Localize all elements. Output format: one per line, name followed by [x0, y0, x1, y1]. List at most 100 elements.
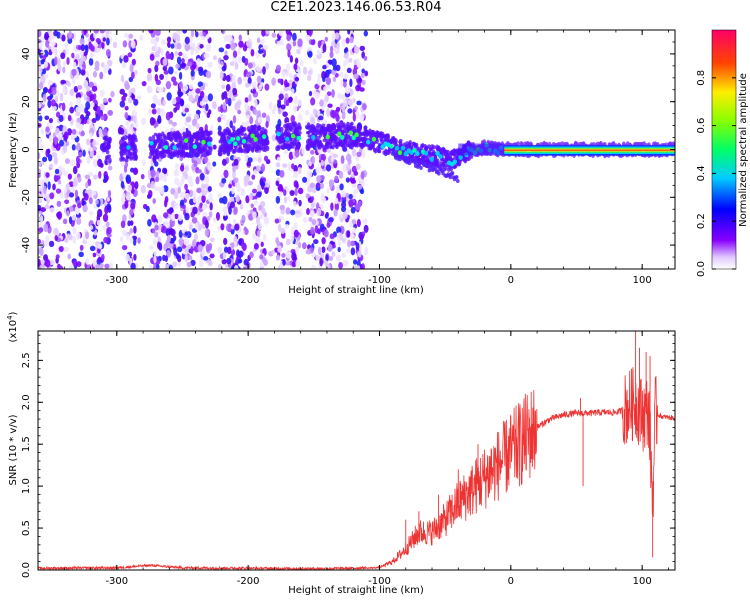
noise-cell: [244, 97, 249, 104]
noise-cell: [184, 165, 189, 172]
noise-cell: [38, 42, 44, 48]
trace-cell: [414, 160, 419, 165]
noise-cell: [89, 132, 93, 138]
noise-cell: [185, 206, 189, 214]
noise-cell: [134, 69, 138, 75]
noise-cell: [39, 247, 44, 256]
noise-cell: [254, 99, 258, 108]
noise-cell: [224, 50, 228, 56]
noise-cell: [150, 180, 155, 189]
noise-cell: [38, 239, 42, 245]
noise-cell: [54, 56, 58, 66]
spectrogram-x-tick-label: 0: [508, 275, 514, 286]
noise-cell: [95, 199, 99, 205]
snr-y-axis-label: SNR (10 * v/v): [8, 414, 19, 485]
noise-cell: [199, 43, 204, 49]
noise-cell: [245, 195, 250, 204]
noise-cell: [257, 158, 262, 163]
noise-cell: [283, 196, 288, 204]
trace-cell: [603, 142, 607, 146]
chart-title: C2E1.2023.146.06.53.R04: [270, 0, 442, 15]
trace-cell: [346, 121, 350, 127]
noise-cell: [95, 140, 100, 146]
noise-cell: [42, 54, 47, 61]
noise-cell: [58, 114, 64, 123]
trace-cell: [338, 125, 342, 129]
noise-cell: [206, 112, 211, 119]
noise-cell: [179, 199, 185, 206]
noise-cell: [129, 227, 134, 234]
noise-cell: [80, 57, 84, 66]
trace-cell: [261, 126, 265, 131]
noise-cell: [197, 223, 202, 232]
noise-cell: [291, 261, 297, 268]
noise-cell: [48, 134, 53, 143]
noise-cell: [315, 166, 321, 175]
trace-cell: [129, 156, 134, 161]
noise-cell: [53, 156, 59, 165]
noise-cell: [203, 52, 210, 59]
noise-cell: [230, 224, 235, 230]
snr-y-tick-label: 1.5: [21, 436, 32, 452]
noise-cell: [76, 217, 82, 225]
trace-cell: [134, 138, 138, 143]
noise-cell: [79, 244, 84, 251]
noise-cell: [252, 156, 258, 162]
noise-cell: [237, 47, 241, 56]
noise-cell: [307, 170, 313, 179]
colorbar-tick-label: 0.2: [696, 213, 707, 229]
noise-cell: [195, 122, 200, 129]
noise-cell: [346, 67, 352, 74]
noise-cell: [355, 84, 361, 92]
noise-cell: [66, 233, 71, 239]
noise-cell: [77, 85, 83, 90]
noise-cell: [185, 116, 192, 123]
noise-cell: [220, 104, 224, 114]
noise-cell: [90, 101, 95, 108]
noise-cell: [199, 85, 205, 91]
noise-cell: [157, 46, 162, 55]
noise-cell: [85, 33, 89, 38]
trace-cell: [209, 146, 213, 153]
noise-cell: [171, 76, 177, 83]
noise-cell: [62, 145, 68, 153]
noise-cell: [184, 183, 188, 191]
noise-cell: [338, 170, 344, 179]
trace-cell: [107, 154, 111, 158]
noise-cell: [349, 176, 355, 184]
svg-text:(x104): (x104): [6, 311, 19, 342]
noise-cell: [197, 81, 203, 88]
noise-cell: [162, 99, 166, 107]
noise-cell: [129, 220, 134, 226]
noise-cell: [297, 113, 303, 122]
noise-cell: [99, 262, 104, 269]
trace-peak-cell: [339, 134, 345, 140]
noise-cell: [176, 56, 182, 65]
noise-cell: [261, 112, 267, 118]
noise-cell: [305, 34, 311, 42]
noise-cell: [173, 191, 179, 199]
noise-cell: [53, 227, 59, 236]
trace-peak-cell: [126, 145, 131, 150]
noise-cell: [126, 191, 131, 197]
noise-cell: [78, 251, 84, 258]
noise-cell: [85, 85, 91, 92]
noise-cell: [279, 169, 285, 178]
noise-cell: [229, 61, 235, 67]
noise-cell: [252, 88, 256, 94]
noise-cell: [238, 40, 244, 48]
noise-cell: [232, 165, 236, 173]
noise-cell: [333, 208, 338, 217]
trace-cell: [227, 130, 232, 137]
noise-cell: [340, 79, 344, 88]
noise-cell: [71, 215, 76, 221]
noise-cell: [40, 259, 45, 265]
noise-cell: [99, 71, 104, 80]
noise-cell: [353, 259, 358, 265]
noise-cell: [102, 213, 109, 222]
noise-cell: [153, 255, 157, 264]
trace-cell: [276, 145, 281, 151]
noise-cell: [154, 185, 158, 192]
noise-cell: [139, 35, 144, 41]
noise-cell: [105, 49, 111, 57]
